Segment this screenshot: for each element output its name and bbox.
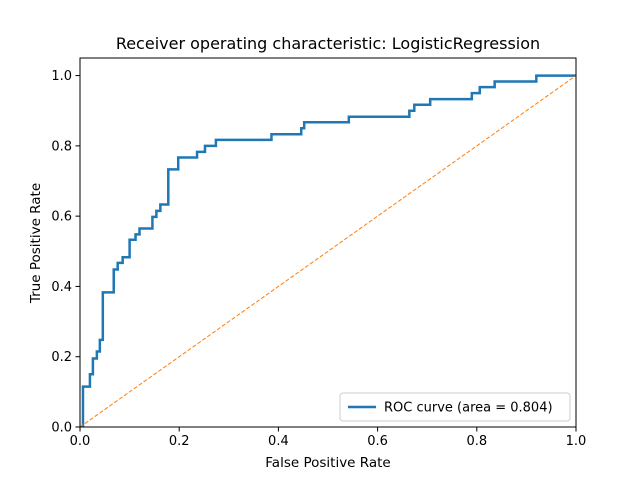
x-tick-label: 0.6 (367, 434, 388, 449)
y-tick-label: 0.0 (51, 421, 72, 436)
y-tick-label: 0.8 (51, 139, 72, 154)
x-tick-label: 1.0 (566, 434, 587, 449)
legend-label: ROC curve (area = 0.804) (384, 401, 553, 416)
chart-title: Receiver operating characteristic: Logis… (116, 34, 540, 53)
y-tick-label: 0.2 (51, 350, 72, 365)
y-axis-label: True Positive Rate (28, 183, 44, 304)
y-tick-label: 0.4 (51, 280, 72, 295)
y-tick-label: 0.6 (51, 210, 72, 225)
y-tick-label: 1.0 (51, 69, 72, 84)
x-tick-label: 0.2 (169, 434, 190, 449)
x-tick-label: 0.4 (268, 434, 289, 449)
axes-frame (79, 57, 577, 428)
legend-box (339, 392, 571, 422)
x-tick-label: 0.0 (70, 434, 91, 449)
x-tick-label: 0.8 (466, 434, 487, 449)
x-axis-label: False Positive Rate (265, 455, 390, 471)
chance-line (80, 75, 576, 427)
plot-area: 0.0 0.2 0.4 0.6 0.8 1.0 0.0 0.2 0.4 0.6 0.8 1.0 ROC … (51, 57, 587, 449)
roc-curve-line (80, 74, 576, 427)
